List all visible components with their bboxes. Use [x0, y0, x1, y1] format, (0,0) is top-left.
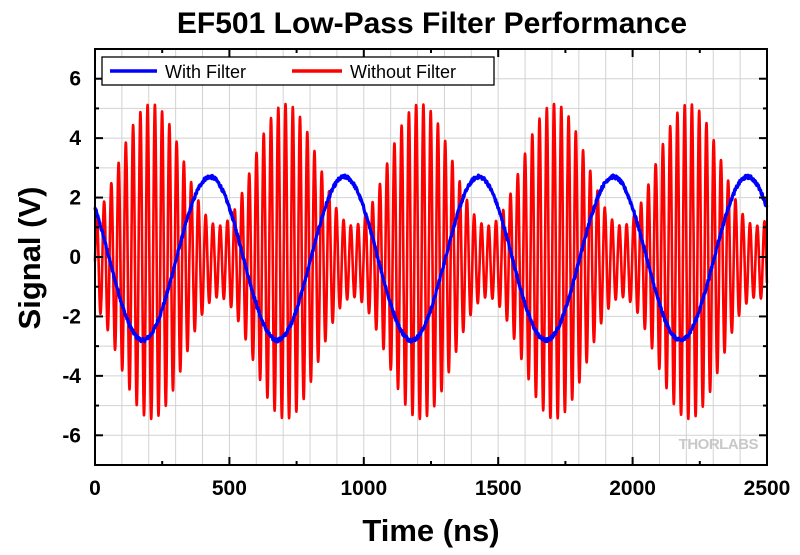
- x-tick-label: 2000: [609, 477, 656, 500]
- series-line-with-filter: [93, 173, 769, 344]
- y-axis-tick-labels: -6 -4 -2 0 2 4 6: [62, 68, 81, 448]
- y-tick-label: 0: [69, 246, 81, 269]
- legend-label-without-filter: Without Filter: [350, 62, 456, 82]
- legend-label-with-filter: With Filter: [165, 62, 246, 82]
- x-axis-label: Time (ns): [362, 513, 499, 548]
- chart-title: EF501 Low-Pass Filter Performance: [177, 7, 687, 40]
- x-tick-label: 2500: [744, 477, 791, 500]
- y-tick-label: 6: [69, 68, 81, 91]
- legend: With Filter Without Filter: [101, 56, 495, 86]
- x-tick-label: 0: [89, 477, 101, 500]
- thorlabs-watermark: THORLABS: [679, 436, 759, 453]
- y-tick-label: -6: [62, 424, 81, 447]
- y-tick-label: -4: [62, 365, 81, 388]
- y-tick-label: -2: [62, 305, 81, 328]
- series-group: [93, 102, 769, 421]
- x-tick-label: 1500: [475, 477, 522, 500]
- y-axis-label: Signal (V): [12, 187, 47, 330]
- series-line-without-filter: [93, 102, 769, 421]
- x-axis-tick-labels: 0 500 1000 1500 2000 2500: [89, 477, 790, 500]
- y-tick-label: 4: [69, 127, 81, 150]
- axis-ticks: [94, 48, 768, 466]
- y-tick-label: 2: [69, 187, 81, 210]
- x-tick-label: 500: [212, 477, 247, 500]
- x-tick-label: 1000: [340, 477, 387, 500]
